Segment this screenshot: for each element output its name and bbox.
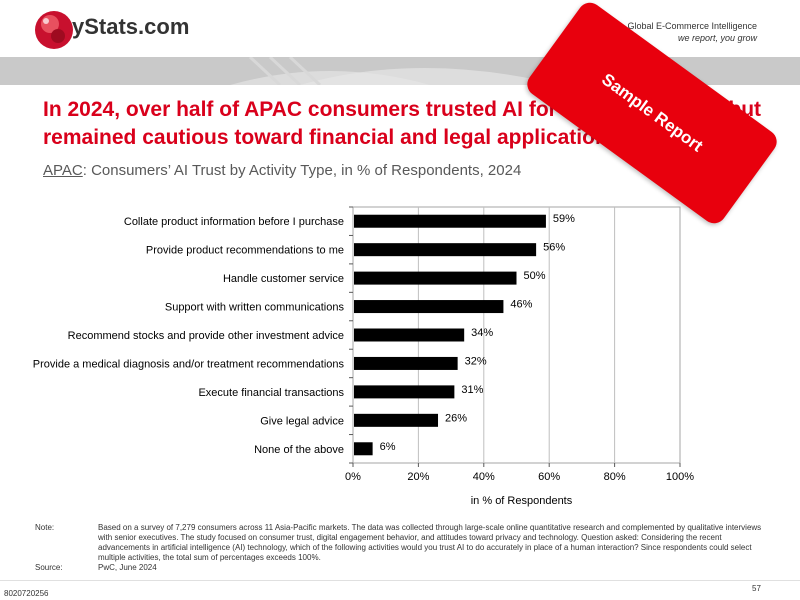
bar-chart: 0% 20% 40% 60% 80% 100% Collate product inform… bbox=[33, 206, 694, 507]
category-label: Provide product recommendations to me bbox=[146, 245, 344, 257]
notes-block: Note: Based on a survey of 7,279 consume… bbox=[35, 523, 765, 573]
x-tick-label: 0% bbox=[345, 471, 361, 483]
data-label: 34% bbox=[471, 327, 493, 339]
source-label: Source: bbox=[35, 563, 63, 572]
tagline-main: Global E-Commerce Intelligence bbox=[627, 21, 757, 31]
subtitle-region: APAC bbox=[43, 162, 83, 179]
data-label: 6% bbox=[380, 441, 396, 453]
bar bbox=[354, 300, 504, 314]
x-axis-title: in % of Respondents bbox=[471, 495, 573, 507]
category-label: Recommend stocks and provide other inves… bbox=[68, 330, 344, 342]
bar bbox=[354, 328, 465, 342]
bar bbox=[354, 214, 546, 228]
document-id: 8020720256 bbox=[4, 589, 49, 598]
x-tick-label: 40% bbox=[473, 471, 495, 483]
bar bbox=[354, 442, 373, 456]
bar bbox=[354, 243, 537, 257]
data-label: 46% bbox=[510, 299, 532, 311]
data-label: 50% bbox=[524, 270, 546, 282]
page-number: 57 bbox=[752, 584, 761, 593]
source-row: Source: PwC, June 2024 bbox=[35, 563, 765, 573]
bar bbox=[354, 385, 455, 399]
category-label: Provide a medical diagnosis and/or treat… bbox=[33, 358, 345, 370]
category-label: Support with written communications bbox=[165, 302, 345, 314]
source-text: PwC, June 2024 bbox=[98, 563, 157, 572]
data-label: 26% bbox=[445, 412, 467, 424]
category-label: None of the above bbox=[254, 444, 344, 456]
note-label: Note: bbox=[35, 523, 55, 532]
subtitle-text: : Consumers’ AI Trust by Activity Type, … bbox=[82, 162, 522, 179]
bar bbox=[354, 356, 458, 370]
note-row: Note: Based on a survey of 7,279 consume… bbox=[35, 523, 765, 563]
data-label: 59% bbox=[553, 213, 575, 225]
category-label: Handle customer service bbox=[223, 273, 344, 285]
ystats-logo-icon bbox=[35, 11, 73, 49]
footer-divider bbox=[0, 580, 800, 581]
data-label: 31% bbox=[461, 384, 483, 396]
x-tick-label: 100% bbox=[666, 471, 694, 483]
x-tick-label: 20% bbox=[407, 471, 429, 483]
category-label: Collate product information before I pur… bbox=[124, 216, 344, 228]
bar bbox=[354, 413, 439, 427]
data-label: 56% bbox=[543, 242, 565, 254]
x-tick-label: 80% bbox=[604, 471, 626, 483]
data-label: 32% bbox=[465, 355, 487, 367]
brand-name: yStats.com bbox=[72, 14, 190, 39]
category-label: Give legal advice bbox=[260, 415, 344, 427]
tagline: Global E-Commerce Intelligence we report… bbox=[627, 20, 757, 44]
category-label: Execute financial transactions bbox=[198, 387, 344, 399]
tagline-slogan: we report, you grow bbox=[677, 33, 757, 43]
x-tick-label: 60% bbox=[538, 471, 560, 483]
plot-frame bbox=[352, 206, 681, 464]
bar bbox=[354, 271, 517, 285]
note-text: Based on a survey of 7,279 consumers acr… bbox=[98, 523, 762, 562]
chart-subtitle: APAC: Consumers’ AI Trust by Activity Ty… bbox=[43, 162, 521, 179]
